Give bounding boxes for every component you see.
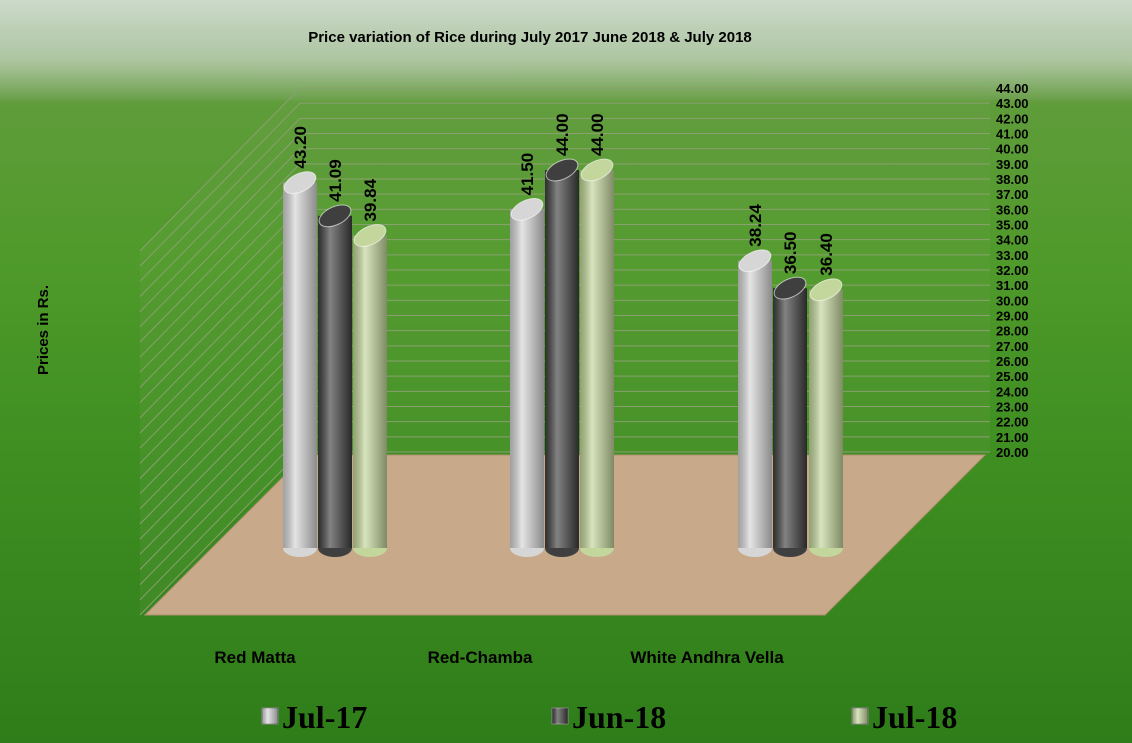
y-tick-label: 38.00 [996,172,1029,187]
legend-label: Jun-18 [572,699,666,735]
bar-shading [809,289,843,548]
bar-top [545,158,579,182]
value-label: 39.84 [361,178,380,221]
y-tick-label: 40.00 [996,142,1029,157]
value-label: 44.00 [588,113,607,156]
bar-top [580,158,614,182]
y-tick-label: 35.00 [996,218,1029,233]
chart-title: Price variation of Rice during July 2017… [308,29,752,46]
value-label: 38.24 [746,204,765,247]
y-tick-label: 29.00 [996,309,1029,324]
y-tick-label: 20.00 [996,445,1029,460]
legend-marker-shading [852,708,868,724]
grid-line [139,163,990,328]
y-tick-label: 36.00 [996,202,1029,217]
bar-shading [318,215,352,548]
y-tick-label: 39.00 [996,157,1029,172]
y-tick-label: 33.00 [996,248,1029,263]
y-tick-label: 25.00 [996,369,1029,384]
y-tick-label: 34.00 [996,233,1029,248]
bar-top [318,204,352,228]
y-tick-label: 41.00 [996,127,1029,142]
legend-marker-shading [262,708,278,724]
y-tick-label: 26.00 [996,354,1029,369]
bar-top [773,276,807,300]
bar-shading [353,235,387,548]
value-label: 41.09 [326,159,345,202]
bar-shading [545,170,579,548]
bar-shading [580,170,614,548]
y-tick-label: 43.00 [996,96,1029,111]
bar-shading [773,288,807,548]
bar-shading [510,209,544,548]
y-tick-label: 27.00 [996,339,1029,354]
y-axis-label: Prices in Rs. [35,285,52,375]
grid-line [139,102,990,267]
bar-top [353,224,387,247]
value-label: 43.20 [291,126,310,169]
bar-top [510,198,544,221]
y-tick-label: 23.00 [996,400,1029,415]
x-tick-label: Red-Chamba [427,648,533,667]
grid-line [139,133,990,297]
y-tick-label: 22.00 [996,415,1029,430]
y-tick-label: 24.00 [996,384,1029,399]
x-tick-label: White Andhra Vella [630,648,784,667]
value-label: 36.50 [781,232,800,275]
y-tick-label: 31.00 [996,278,1029,293]
grid-line [139,117,990,282]
legend-label: Jul-17 [282,699,367,735]
y-tick-label: 44.00 [996,81,1029,96]
y-tick-label: 21.00 [996,430,1029,445]
value-label: 36.40 [817,233,836,276]
bar-shading [283,182,317,548]
y-tick-label: 32.00 [996,263,1029,278]
value-label: 41.50 [518,153,537,196]
legend-label: Jul-18 [872,699,957,735]
value-label: 44.00 [553,113,572,156]
bar-shading [738,260,772,548]
bar-top [738,249,772,273]
grid-line [139,148,990,313]
y-tick-label: 28.00 [996,324,1029,339]
y-tick-label: 37.00 [996,187,1029,202]
bar-top [809,278,843,302]
bar-top [283,171,317,194]
legend-marker-shading [552,708,568,724]
y-tick-label: 30.00 [996,293,1029,308]
grid-line [139,87,990,252]
y-tick-label: 42.00 [996,111,1029,126]
x-tick-label: Red Matta [214,648,296,667]
